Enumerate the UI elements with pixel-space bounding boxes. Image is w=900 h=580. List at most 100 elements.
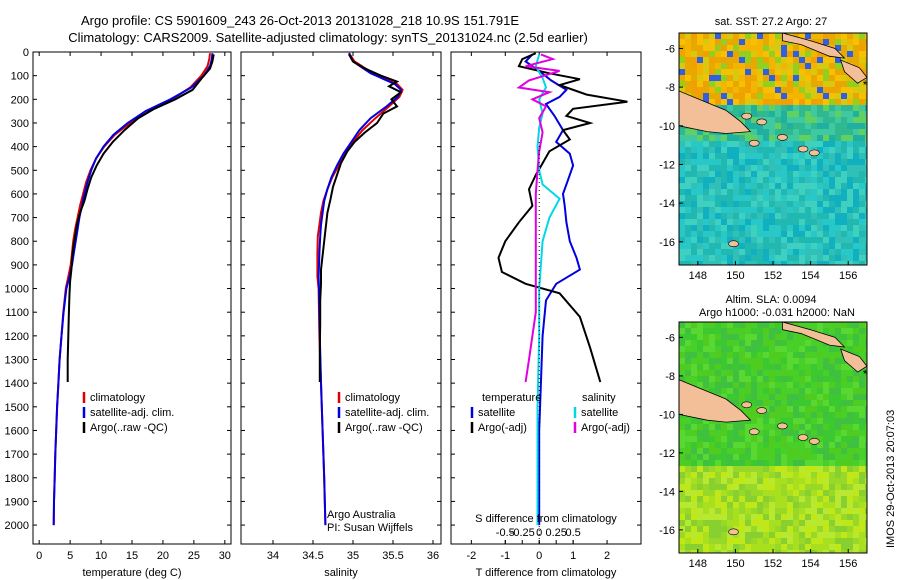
map-cell: [781, 183, 787, 189]
map-cell: [727, 177, 733, 183]
map-cell: [811, 135, 817, 141]
map-cell: [787, 207, 793, 213]
map-cell: [817, 165, 823, 171]
map-cell: [841, 550, 847, 553]
map-cell: [823, 448, 829, 454]
map-cell: [787, 111, 793, 117]
map-cell: [865, 334, 867, 340]
map-cell: [841, 454, 847, 460]
map-cell: [859, 135, 865, 141]
map-cell: [733, 520, 739, 526]
map-cell: [853, 472, 859, 478]
map-cell: [823, 39, 829, 45]
map-cell: [841, 484, 847, 490]
map-cell: [847, 219, 853, 225]
legend-label: satellite: [581, 407, 618, 419]
map-cell: [715, 135, 721, 141]
land-islet: [797, 145, 809, 153]
map-cell: [709, 207, 715, 213]
map-cell: [823, 382, 829, 388]
map-cell: [703, 322, 709, 328]
map-cell: [775, 237, 781, 243]
map-cell: [793, 63, 799, 69]
x-tick-label: 20: [157, 550, 169, 562]
map-cell: [805, 400, 811, 406]
footer-timestamp: IMOS 29-Oct-2013 20:07:03: [885, 410, 897, 548]
map-cell: [865, 237, 867, 243]
map-cell: [805, 388, 811, 394]
map-cell: [757, 63, 763, 69]
map-cell: [811, 364, 817, 370]
map-cell: [685, 514, 691, 520]
map-cell: [763, 448, 769, 454]
map-cell: [859, 400, 865, 406]
map-cell: [835, 490, 841, 496]
map-cell: [733, 388, 739, 394]
map-cell: [691, 183, 697, 189]
map-cell: [865, 111, 867, 117]
map-cell: [715, 39, 721, 45]
map-cell: [823, 514, 829, 520]
map-cell: [691, 141, 697, 147]
map-cell: [829, 111, 835, 117]
map-cell: [697, 153, 703, 159]
map-cell: [811, 358, 817, 364]
map-cell: [769, 69, 775, 75]
map-cell: [829, 171, 835, 177]
map-cell: [787, 514, 793, 520]
map-cell: [829, 177, 835, 183]
map-cell: [799, 526, 805, 532]
map-cell: [679, 255, 685, 261]
map-cell: [829, 514, 835, 520]
map-cell: [751, 261, 757, 265]
map-cell: [733, 322, 739, 328]
map-cell: [769, 135, 775, 141]
map-cell: [769, 532, 775, 538]
map-cell: [865, 370, 867, 376]
map-cell: [811, 490, 817, 496]
map-cell: [703, 135, 709, 141]
map-cell: [829, 69, 835, 75]
map-cell: [721, 484, 727, 490]
map-cell: [811, 526, 817, 532]
map-cell: [835, 430, 841, 436]
map-cell: [691, 255, 697, 261]
plot-frame: [240, 51, 442, 545]
map-cell: [823, 424, 829, 430]
map-cell: [835, 460, 841, 466]
map-cell: [769, 93, 775, 99]
map-cell: [811, 99, 817, 105]
map-cell: [799, 177, 805, 183]
map-cell: [697, 526, 703, 532]
map-cell: [817, 261, 823, 265]
map-cell: [805, 153, 811, 159]
map-cell: [685, 51, 691, 57]
map-cell: [709, 183, 715, 189]
map-cell: [859, 484, 865, 490]
map-cell: [811, 75, 817, 81]
map-cell: [715, 45, 721, 51]
map-cell: [817, 496, 823, 502]
map-cell: [691, 442, 697, 448]
map-cell: [811, 424, 817, 430]
map-x-tick-label: 150: [726, 558, 744, 570]
map-cell: [817, 57, 823, 63]
map-cell: [769, 490, 775, 496]
map-cell: [727, 63, 733, 69]
map-cell: [829, 255, 835, 261]
map-cell: [823, 81, 829, 87]
map-cell: [799, 466, 805, 472]
map-cell: [679, 147, 685, 153]
map-cell: [853, 45, 859, 51]
map-cell: [835, 183, 841, 189]
map-cell: [859, 99, 865, 105]
map-cell: [823, 490, 829, 496]
map-cell: [853, 394, 859, 400]
map-cell: [733, 352, 739, 358]
map-cell: [733, 448, 739, 454]
map-cell: [745, 243, 751, 249]
map-cell: [751, 508, 757, 514]
y-tick-label: 900: [11, 260, 29, 272]
map-cell: [739, 207, 745, 213]
map-cell: [829, 63, 835, 69]
